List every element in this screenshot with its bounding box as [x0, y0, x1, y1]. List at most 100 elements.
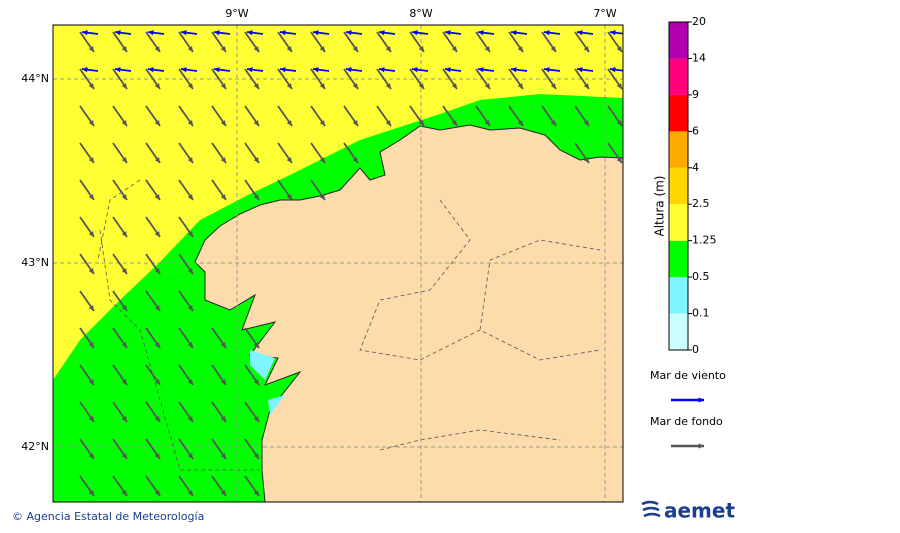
arrow-head — [550, 83, 556, 89]
arrow-head — [121, 342, 127, 348]
arrow-head — [418, 46, 424, 52]
colorbar-band — [669, 167, 688, 205]
arrow-head — [88, 416, 94, 422]
arrow-head — [445, 30, 451, 36]
lon-label: 9°W — [225, 7, 248, 20]
arrow-head — [187, 46, 193, 52]
colorbar-label: 2.5 — [692, 197, 710, 210]
colorbar-band — [669, 313, 688, 350]
colorbar-label: 1.25 — [692, 234, 717, 247]
arrow-head — [220, 194, 226, 200]
land — [194, 124, 623, 502]
colorbar-band — [669, 240, 688, 278]
arrow-head — [280, 67, 286, 73]
arrow-head — [115, 67, 121, 73]
arrow-head — [88, 231, 94, 237]
colorbar-label: 0.5 — [692, 270, 710, 283]
arrow-head — [187, 231, 193, 237]
arrow-head — [154, 46, 160, 52]
arrow-head — [88, 490, 94, 496]
arrow-head — [319, 83, 325, 89]
arrow-head — [517, 46, 523, 52]
arrow-head — [121, 490, 127, 496]
arrow-head — [253, 46, 259, 52]
arrow-head — [88, 305, 94, 311]
legend: Mar de viento Mar de fondo — [650, 369, 726, 449]
arrow-head — [313, 30, 319, 36]
arrow-head — [451, 83, 457, 89]
arrow-head — [418, 120, 424, 126]
arrow-head — [319, 120, 325, 126]
arrow-head — [379, 67, 385, 73]
arrow-head — [220, 46, 226, 52]
legend-label: Mar de viento — [650, 369, 726, 382]
lon-label: 8°W — [409, 7, 432, 20]
arrow-head — [550, 120, 556, 126]
arrow-head — [121, 416, 127, 422]
arrow-head — [154, 342, 160, 348]
map — [53, 25, 623, 502]
arrow-head — [511, 30, 517, 36]
lon-label: 7°W — [593, 7, 616, 20]
arrow-head — [616, 83, 622, 89]
arrow-head — [616, 157, 622, 163]
arrow-head — [544, 67, 550, 73]
arrow-head — [115, 30, 121, 36]
arrow-head — [616, 120, 622, 126]
arrow-head — [121, 305, 127, 311]
arrow-head — [121, 157, 127, 163]
arrow-head — [121, 83, 127, 89]
arrow-head — [698, 397, 704, 403]
arrow-head — [583, 120, 589, 126]
colorbar-band — [669, 204, 688, 241]
arrow-head — [286, 194, 292, 200]
arrow-head — [253, 453, 259, 459]
arrow-head — [253, 120, 259, 126]
arrow-head — [88, 83, 94, 89]
arrow-head — [544, 30, 550, 36]
arrow-head — [154, 157, 160, 163]
axis-labels: 9°W 8°W 7°W 44°N 43°N 42°N — [21, 7, 617, 453]
arrow-head — [187, 83, 193, 89]
arrow-head — [121, 231, 127, 237]
arrow-head — [698, 443, 704, 449]
lat-label: 44°N — [21, 72, 49, 85]
arrow-head — [385, 46, 391, 52]
arrow-head — [121, 46, 127, 52]
arrow-head — [121, 194, 127, 200]
arrow-head — [445, 67, 451, 73]
arrow-head — [253, 83, 259, 89]
arrow-head — [352, 120, 358, 126]
arrow-head — [154, 416, 160, 422]
colorbar-label: 6 — [692, 124, 699, 137]
arrow-head — [214, 67, 220, 73]
map-frame — [52, 24, 624, 503]
boundaries — [97, 179, 601, 471]
colorbar-label: 0 — [692, 343, 699, 356]
arrow-head — [154, 268, 160, 274]
lat-label: 42°N — [21, 440, 49, 453]
arrow-head — [88, 268, 94, 274]
arrow-head — [346, 67, 352, 73]
colorbar-frame — [668, 21, 689, 351]
arrow-head — [148, 30, 154, 36]
colorbar-label: 14 — [692, 51, 706, 64]
arrow-head — [187, 194, 193, 200]
arrow-head — [352, 83, 358, 89]
arrow-head — [583, 83, 589, 89]
arrow-head — [154, 305, 160, 311]
shallow-water — [250, 350, 285, 415]
arrow-head — [286, 120, 292, 126]
arrow-head — [346, 30, 352, 36]
colorbar-label: 0.1 — [692, 307, 710, 320]
arrow-head — [181, 30, 187, 36]
arrow-head — [121, 268, 127, 274]
arrow-head — [88, 342, 94, 348]
arrow-head — [313, 67, 319, 73]
wave-arrows — [79, 30, 623, 497]
arrow-head — [187, 416, 193, 422]
arrow-head — [154, 231, 160, 237]
arrow-head — [187, 490, 193, 496]
arrow-head — [247, 30, 253, 36]
arrow-head — [154, 120, 160, 126]
